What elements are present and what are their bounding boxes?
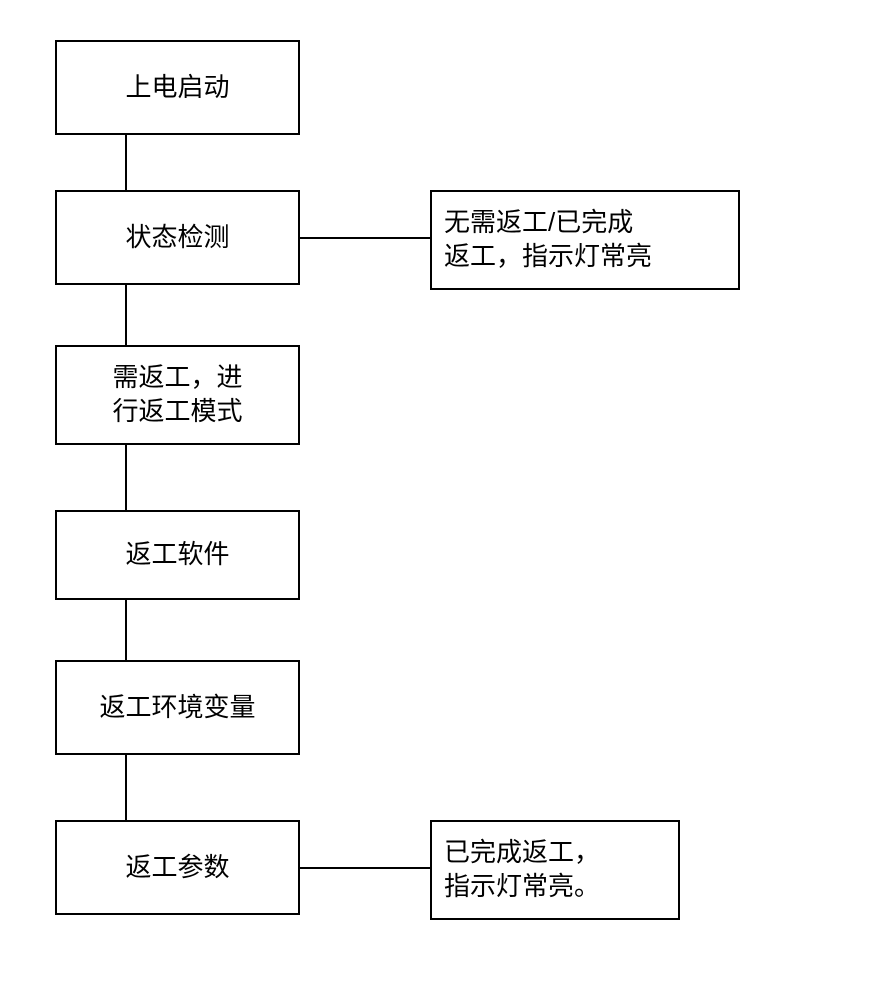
- node-status-check: 状态检测: [55, 190, 300, 285]
- connector-4-5: [125, 600, 127, 660]
- node-rework-env: 返工环境变量: [55, 660, 300, 755]
- node-power-on: 上电启动: [55, 40, 300, 135]
- node-rework-software: 返工软件: [55, 510, 300, 600]
- node-label: 需返工，进 行返工模式: [112, 361, 242, 429]
- connector-6-s2: [300, 867, 430, 869]
- node-label: 返工软件: [125, 538, 229, 572]
- node-rework-params: 返工参数: [55, 820, 300, 915]
- node-label: 返工参数: [125, 851, 229, 885]
- node-label: 状态检测: [125, 221, 229, 255]
- node-label: 无需返工/已完成 返工，指示灯常亮: [444, 206, 652, 274]
- connector-2-s1: [300, 237, 430, 239]
- node-need-rework: 需返工，进 行返工模式: [55, 345, 300, 445]
- node-label: 上电启动: [125, 71, 229, 105]
- node-label: 已完成返工， 指示灯常亮。: [444, 836, 600, 904]
- connector-1-2: [125, 135, 127, 190]
- node-rework-done: 已完成返工， 指示灯常亮。: [430, 820, 680, 920]
- node-no-rework: 无需返工/已完成 返工，指示灯常亮: [430, 190, 740, 290]
- node-label: 返工环境变量: [99, 691, 255, 725]
- flowchart-container: 上电启动 状态检测 无需返工/已完成 返工，指示灯常亮 需返工，进 行返工模式 …: [0, 0, 875, 1000]
- connector-5-6: [125, 755, 127, 820]
- connector-2-3: [125, 285, 127, 345]
- connector-3-4: [125, 445, 127, 510]
